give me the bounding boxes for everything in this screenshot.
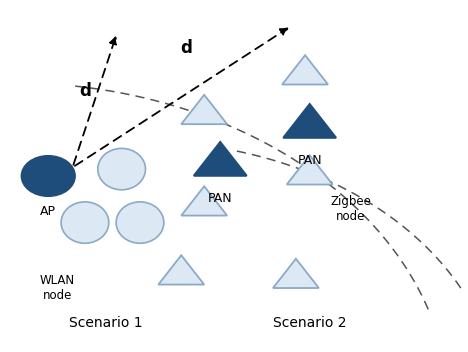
Text: Zigbee
node: Zigbee node [330, 195, 372, 223]
Ellipse shape [116, 202, 164, 243]
Polygon shape [283, 104, 336, 138]
Polygon shape [181, 186, 227, 215]
Polygon shape [273, 259, 319, 288]
Polygon shape [282, 55, 328, 84]
Text: d: d [180, 39, 192, 57]
Circle shape [22, 156, 75, 196]
Text: PAN: PAN [208, 191, 233, 205]
Text: AP: AP [40, 205, 56, 218]
Text: Scenario 1: Scenario 1 [69, 315, 142, 329]
Text: WLAN
node: WLAN node [40, 274, 75, 302]
Text: Scenario 2: Scenario 2 [273, 315, 346, 329]
Ellipse shape [98, 149, 146, 190]
Polygon shape [158, 255, 204, 284]
Polygon shape [181, 95, 227, 124]
Text: d: d [79, 82, 91, 100]
Text: PAN: PAN [297, 153, 322, 166]
Polygon shape [194, 142, 247, 176]
Ellipse shape [61, 202, 109, 243]
Polygon shape [287, 155, 333, 184]
